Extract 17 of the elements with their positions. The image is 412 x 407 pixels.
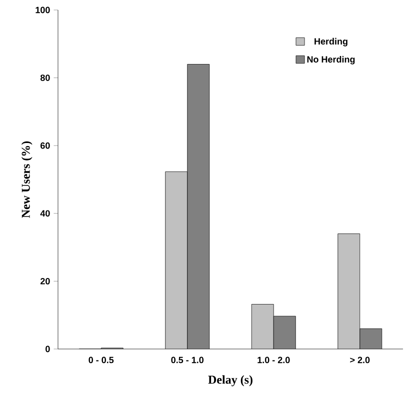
y-tick-label: 20 [40,278,50,284]
bar [252,304,274,349]
y-tick-label: 80 [40,74,50,81]
y-tick-label: 100 [36,6,50,14]
x-axis-title: Delay (s) [208,375,252,386]
legend-label: Herding [314,38,348,46]
y-tick-label: 60 [40,142,50,149]
y-axis-title: New Users (%) [21,141,32,218]
x-tick-label: 0 - 0.5 [88,356,114,364]
y-tick-label: 40 [40,210,50,217]
bar [165,172,188,349]
y-tick-label: 0 [46,346,50,352]
x-tick-label: 1.0 - 2.0 [258,356,290,364]
x-tick-label: > 2.0 [350,356,370,364]
bar [338,234,360,349]
legend-label: No Herding [307,56,355,64]
x-tick-label: 0.5 - 1.0 [171,356,204,364]
